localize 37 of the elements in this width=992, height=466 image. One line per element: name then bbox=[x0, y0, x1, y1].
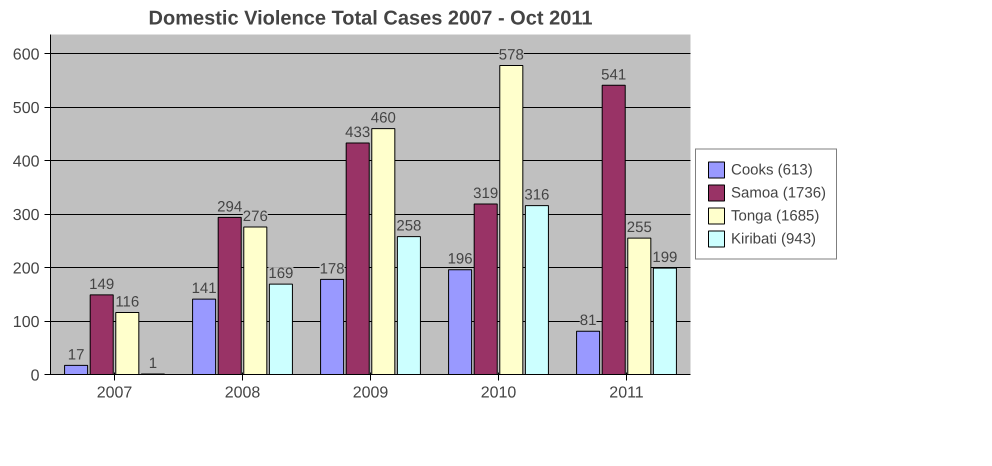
data-label: 141 bbox=[192, 280, 217, 298]
x-tick-label: 2010 bbox=[480, 384, 516, 402]
data-label: 196 bbox=[448, 250, 473, 268]
data-label: 460 bbox=[370, 110, 396, 127]
y-tick-label: 500 bbox=[12, 100, 40, 118]
y-tick-label: 400 bbox=[12, 154, 40, 171]
data-label: 116 bbox=[115, 293, 140, 310]
data-label: 433 bbox=[345, 124, 370, 142]
y-tick-label: 200 bbox=[12, 260, 40, 278]
data-label: 169 bbox=[268, 265, 294, 282]
data-label: 199 bbox=[652, 249, 678, 266]
data-label: 294 bbox=[217, 198, 242, 216]
y-tick-label: 0 bbox=[30, 368, 40, 384]
x-tick-label: 2007 bbox=[96, 384, 132, 402]
data-label: 149 bbox=[89, 276, 114, 293]
y-tick-label: 300 bbox=[12, 207, 40, 224]
x-tick-label: 2008 bbox=[224, 384, 260, 402]
data-label: 1 bbox=[148, 354, 158, 372]
data-label: 316 bbox=[524, 186, 550, 204]
data-label: 255 bbox=[626, 219, 652, 236]
legend-label: Samoa (1736) bbox=[731, 184, 826, 201]
legend-label: Cooks (613) bbox=[731, 161, 813, 178]
data-label: 17 bbox=[68, 346, 84, 364]
data-label: 541 bbox=[601, 66, 626, 84]
data-label: 578 bbox=[498, 46, 524, 64]
x-tick-label: 2011 bbox=[609, 384, 644, 402]
data-label: 178 bbox=[320, 260, 345, 278]
legend-label: Tonga (1685) bbox=[731, 207, 820, 224]
x-tick-label: 2009 bbox=[352, 384, 388, 402]
data-label: 81 bbox=[580, 312, 596, 330]
y-tick-label: 100 bbox=[12, 314, 40, 332]
data-label: 319 bbox=[473, 184, 498, 202]
legend-label: Kiribati (943) bbox=[731, 230, 816, 247]
data-label: 258 bbox=[396, 218, 422, 235]
chart-title: Domestic Violence Total Cases 2007 - Oct 2011 bbox=[148, 8, 592, 30]
y-tick-label: 600 bbox=[12, 46, 40, 64]
data-label: 276 bbox=[242, 208, 268, 225]
